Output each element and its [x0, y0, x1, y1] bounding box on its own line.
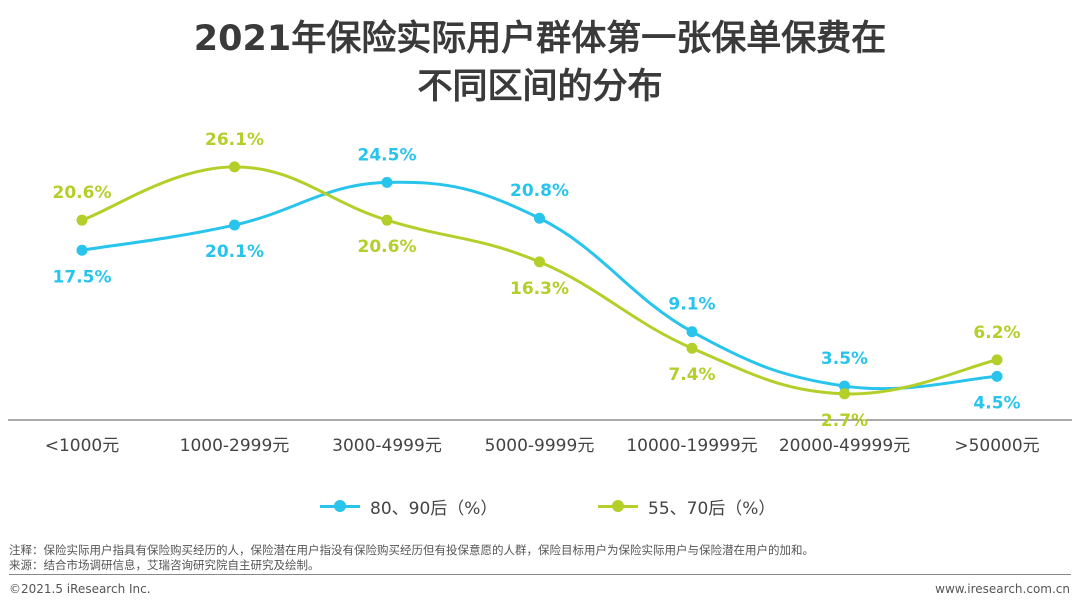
data-label: 16.3% [510, 279, 569, 299]
data-label: 2.7% [821, 411, 868, 431]
x-tick-label: 20000-49999元 [779, 436, 910, 456]
data-label: 3.5% [821, 349, 868, 369]
source-note: 来源：结合市场调研信息，艾瑞咨询研究院自主研究及绘制。 [9, 558, 320, 572]
legend-item-series1: 80、90后（%） [320, 494, 498, 519]
data-point [229, 161, 240, 173]
data-point [686, 342, 698, 354]
data-label: 20.8% [510, 181, 569, 201]
x-tick-label: 3000-4999元 [332, 436, 442, 456]
chart-title-line2: 不同区间的分布 [417, 67, 663, 107]
footer-divider [9, 574, 1071, 575]
data-point [381, 176, 393, 188]
data-label: 20.6% [358, 237, 417, 257]
data-point [839, 380, 850, 392]
data-label: 20.6% [53, 183, 112, 203]
legend-swatch-series1 [320, 500, 360, 512]
x-tick-label: >50000元 [954, 436, 1039, 456]
data-label: 9.1% [668, 295, 715, 315]
legend: 80、90后（%） 55、70后（%） [0, 494, 1080, 519]
data-label: 26.1% [205, 130, 264, 150]
legend-item-series2: 55、70后（%） [598, 494, 776, 519]
legend-swatch-series2 [598, 500, 638, 512]
data-point [76, 244, 88, 256]
chart-title-line1: 2021年保险实际用户群体第一张保单保费在 [193, 19, 887, 59]
data-label: 7.4% [668, 365, 715, 385]
data-point [991, 354, 1003, 366]
data-point [839, 388, 850, 400]
data-point [686, 326, 698, 338]
x-tick-label: 1000-2999元 [180, 436, 290, 456]
x-tick-label: 5000-9999元 [485, 436, 595, 456]
data-label: 6.2% [973, 323, 1020, 343]
data-label: 17.5% [53, 267, 112, 287]
data-label: 20.1% [205, 242, 264, 262]
footnote: 注释：保险实际用户指具有保险购买经历的人，保险潜在用户指没有保险购买经历但有投保… [9, 543, 814, 557]
legend-label-series1: 80、90后（%） [370, 498, 498, 519]
website-link[interactable]: www.iresearch.com.cn [935, 582, 1070, 596]
legend-label-series2: 55、70后（%） [648, 498, 776, 519]
x-tick-label: <1000元 [45, 436, 120, 456]
data-point [991, 370, 1003, 382]
copyright: ©2021.5 iResearch Inc. [9, 582, 151, 596]
data-point [76, 214, 88, 226]
x-tick-label: 10000-19999元 [626, 436, 757, 456]
data-point [229, 219, 240, 231]
data-point [534, 256, 545, 268]
data-point [534, 212, 545, 224]
data-label: 4.5% [973, 393, 1020, 413]
data-point [381, 214, 393, 226]
data-label: 24.5% [358, 145, 417, 165]
